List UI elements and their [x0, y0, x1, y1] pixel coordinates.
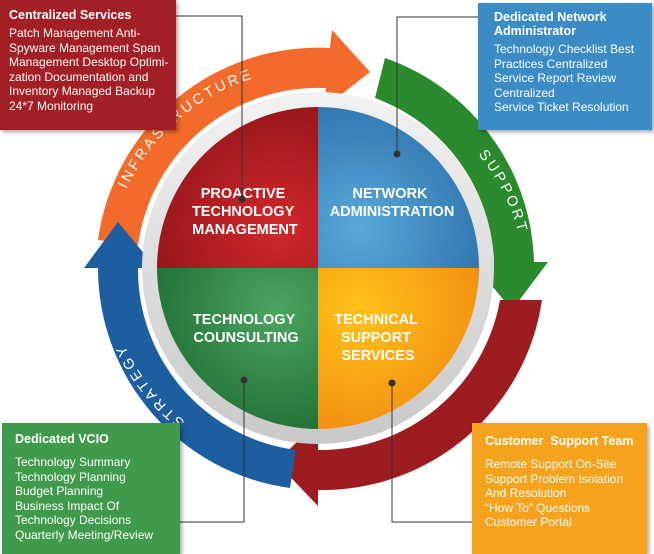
box-title-line: Administrator — [494, 24, 576, 38]
cycle-arrows — [84, 30, 548, 506]
connector-dot-top-right — [393, 150, 401, 158]
connector-top-left — [176, 15, 243, 197]
bottom-arrow — [276, 300, 542, 506]
box-line: Inventory Managed Backup — [9, 84, 156, 98]
quadrant-label-bottom-right: TECHNICAL SUPPORT SERVICES — [334, 312, 422, 364]
box-line: Technology Decisions — [15, 513, 132, 527]
box-body: Technology Checklist Best Practices Cent… — [494, 42, 646, 115]
quadrant-label-top-left: PROACTIVE TECHNOLOGY MANAGEMENT — [192, 186, 298, 238]
box-line: Service Report Review — [494, 71, 617, 85]
box-line: Budget Planning — [15, 484, 104, 498]
dedicated-network-administrator-box: Dedicated Network Administrator Technolo… — [478, 3, 652, 130]
connector-bottom-right — [391, 385, 472, 523]
box-body: Patch Management Anti- Spyware Managemen… — [9, 26, 170, 113]
customer-support-team-box: Customer Support Team Remote Support On-… — [472, 423, 647, 554]
box-line: Practices Centralized — [494, 56, 608, 71]
box-line: Technology Planning — [15, 469, 126, 484]
box-line: Centralized — [494, 85, 555, 100]
infrastructure-arrow — [98, 30, 370, 245]
box-line: Technology Checklist Best — [494, 42, 635, 56]
dedicated-vcio-box: Dedicated VCIO Technology Summary Techno… — [2, 423, 180, 554]
quadrant-proactive-technology-management — [157, 107, 318, 268]
quadrant-label-top-right: NETWORK ADMINISTRATION — [330, 186, 455, 220]
box-line: Customer Portal — [485, 515, 572, 529]
box-body: Technology Summary Technology Planning B… — [15, 455, 174, 542]
box-title: Customer Support Team — [485, 434, 634, 448]
support-arrow — [375, 58, 548, 310]
box-line: zation Documentation and — [9, 69, 149, 84]
box-line: And Resolution — [485, 486, 567, 500]
box-line: Technology Summary — [15, 455, 131, 469]
connector-bottom-left — [180, 382, 245, 523]
connector-top-right — [396, 16, 478, 152]
box-line: Service Ticket Resolution — [494, 100, 629, 114]
quadrant-label-bottom-left: TECHNOLOGY COUNSULTING — [193, 312, 299, 346]
box-line: Spyware Management Span — [9, 40, 161, 55]
box-title-line: Dedicated Network — [494, 10, 607, 24]
quadrant-technical-support-services — [318, 268, 479, 429]
strategy-arrow — [84, 222, 296, 488]
quadrant-technology-counsulting — [157, 268, 318, 429]
box-line: “How To” Questions — [485, 500, 591, 515]
quadrant-network-administration — [318, 107, 479, 268]
box-line: Patch Management Anti- — [9, 26, 141, 40]
box-line: 24*7 Monitoring — [9, 98, 94, 113]
box-line: Management Desktop Optimi- — [9, 55, 169, 69]
connector-dot-top-left — [238, 195, 246, 203]
centralized-services-box: Centralized Services Patch Management An… — [0, 0, 176, 130]
box-line: Support Problem Isolation — [485, 471, 624, 486]
quadrants — [157, 107, 479, 429]
connector-lines — [176, 15, 478, 523]
box-body: Remote Support On-Site Support Problem I… — [485, 457, 641, 530]
box-title: Centralized Services — [9, 8, 132, 22]
box-line: Quarterly Meeting/Review — [15, 527, 154, 542]
connector-dot-bottom-left — [240, 376, 248, 384]
box-line: Business Impact Of — [15, 498, 120, 513]
box-line: Remote Support On-Site — [485, 457, 617, 471]
box-title: Dedicated VCIO — [15, 432, 109, 446]
box-title: Dedicated Network Administrator — [494, 10, 646, 38]
connector-dot-bottom-right — [388, 379, 396, 387]
